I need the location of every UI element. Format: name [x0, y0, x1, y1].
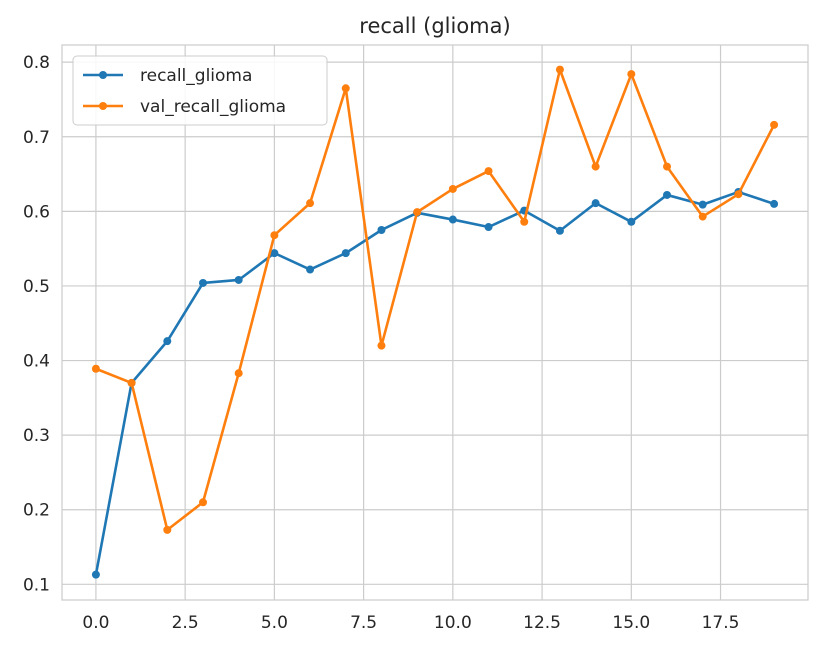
data-point-recall_glioma — [591, 199, 600, 208]
y-tick-label: 0.6 — [23, 202, 50, 222]
data-point-recall_glioma — [377, 226, 386, 234]
legend-marker-val_recall_glioma — [99, 102, 107, 110]
data-point-recall_glioma — [198, 278, 207, 287]
y-tick-label: 0.4 — [23, 352, 50, 372]
data-point-val_recall_glioma — [413, 208, 422, 217]
data-point-val_recall_glioma — [341, 84, 350, 93]
y-tick-label: 0.5 — [23, 277, 50, 297]
data-point-recall_glioma — [306, 265, 315, 274]
y-tick-label: 0.8 — [23, 53, 50, 73]
data-point-recall_glioma — [484, 223, 493, 232]
data-point-val_recall_glioma — [163, 525, 172, 534]
x-tick-label: 2.5 — [172, 613, 199, 633]
x-tick-label: 12.5 — [523, 613, 561, 633]
data-point-recall_glioma — [627, 217, 636, 226]
data-point-val_recall_glioma — [91, 364, 100, 373]
y-axis-ticks: 0.1 0.2 0.3 0.4 0.5 0.6 0.7 0.8 — [23, 53, 50, 595]
data-point-val_recall_glioma — [234, 369, 243, 378]
data-point-val_recall_glioma — [198, 498, 207, 507]
y-tick-label: 0.1 — [23, 575, 50, 595]
y-tick-label: 0.7 — [23, 128, 50, 148]
plot-area — [61, 44, 809, 601]
data-point-recall_glioma — [770, 199, 779, 208]
chart-title: recall (glioma) — [359, 14, 510, 38]
legend-box — [72, 55, 328, 126]
data-point-val_recall_glioma — [627, 70, 636, 79]
y-tick-label: 0.3 — [23, 426, 50, 446]
data-point-recall_glioma — [698, 200, 707, 209]
x-tick-label: 0.0 — [82, 613, 109, 633]
legend-label-recall_glioma: recall_glioma — [140, 66, 252, 86]
data-point-recall_glioma — [234, 275, 243, 284]
series-layer — [91, 65, 779, 579]
x-axis-ticks: 0.0 2.5 5.0 7.5 10.0 12.5 15.0 17.5 — [82, 613, 739, 633]
data-point-val_recall_glioma — [770, 120, 779, 129]
data-point-recall_glioma — [163, 337, 172, 346]
x-tick-label: 5.0 — [261, 613, 288, 633]
series-line-recall_glioma — [94, 190, 776, 576]
data-point-recall_glioma — [663, 190, 672, 199]
data-point-recall_glioma — [448, 215, 457, 224]
x-tick-label: 17.5 — [702, 613, 740, 633]
legend-label-val_recall_glioma: val_recall_glioma — [140, 97, 286, 117]
x-tick-label: 15.0 — [612, 613, 650, 633]
x-tick-label: 7.5 — [350, 613, 377, 633]
data-point-val_recall_glioma — [663, 162, 672, 171]
x-tick-label: 10.0 — [434, 613, 472, 633]
data-point-val_recall_glioma — [270, 231, 279, 240]
data-point-recall_glioma — [555, 226, 564, 235]
legend: recall_glioma val_recall_glioma — [72, 55, 328, 126]
data-point-val_recall_glioma — [484, 167, 493, 176]
data-point-val_recall_glioma — [555, 65, 564, 74]
data-point-val_recall_glioma — [520, 217, 529, 226]
data-point-val_recall_glioma — [448, 184, 457, 193]
data-point-recall_glioma — [270, 249, 279, 258]
data-point-val_recall_glioma — [127, 378, 136, 387]
data-point-val_recall_glioma — [734, 190, 743, 199]
series-line-val_recall_glioma — [94, 68, 776, 532]
data-point-val_recall_glioma — [591, 162, 600, 171]
data-point-recall_glioma — [341, 249, 350, 258]
grid — [62, 45, 808, 600]
y-tick-label: 0.2 — [23, 501, 50, 521]
data-point-val_recall_glioma — [306, 199, 315, 208]
data-point-val_recall_glioma — [698, 212, 707, 221]
data-point-recall_glioma — [91, 570, 100, 579]
legend-marker-recall_glioma — [99, 71, 107, 79]
data-point-val_recall_glioma — [377, 341, 386, 350]
